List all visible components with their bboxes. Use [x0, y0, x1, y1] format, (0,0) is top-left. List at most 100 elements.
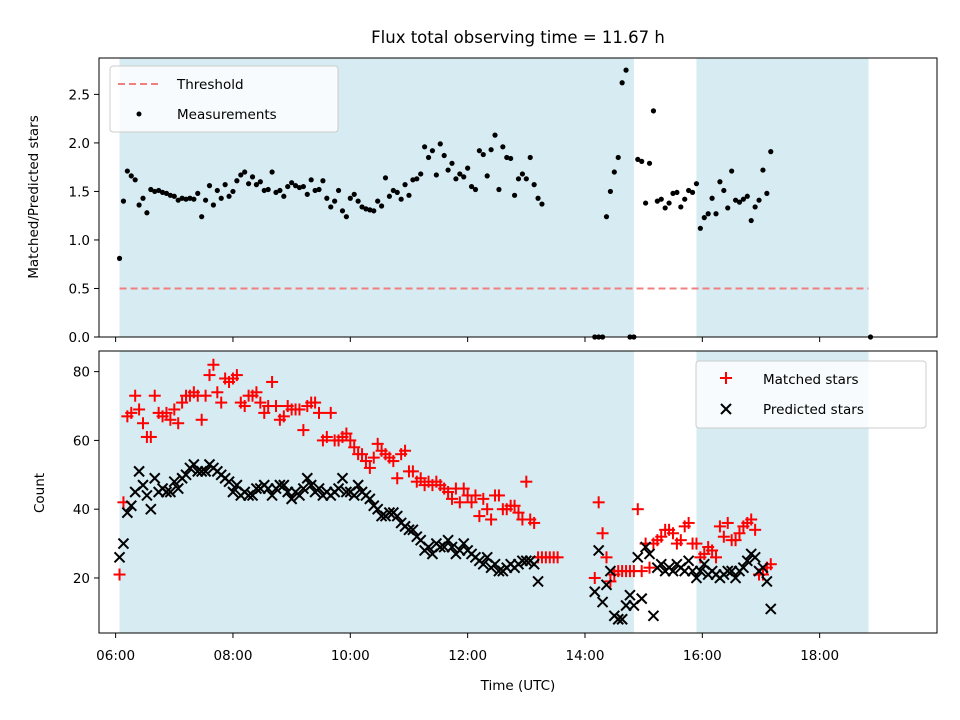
measurement-point — [535, 195, 541, 201]
measurement-point — [433, 172, 439, 178]
measurement-point — [654, 198, 660, 204]
matched-star-point — [230, 369, 243, 382]
matched-star-point — [713, 520, 726, 533]
measurement-point — [686, 187, 692, 194]
matched-star-point — [485, 513, 498, 526]
measurement-point — [623, 67, 629, 73]
measurement-point — [437, 141, 443, 147]
matched-star-point — [635, 565, 648, 578]
measurement-point — [195, 190, 201, 196]
matched-star-point — [113, 568, 126, 581]
matched-star-point — [387, 455, 400, 468]
matched-star-point — [172, 417, 185, 430]
measurement-point — [472, 186, 479, 193]
measurement-point — [643, 200, 649, 206]
predicted-star-point — [647, 610, 660, 622]
measurement-point — [238, 172, 244, 178]
measurement-point — [729, 168, 735, 174]
measurement-point — [386, 193, 393, 199]
matched-star-point — [406, 465, 419, 478]
matched-star-point — [356, 448, 369, 461]
measurement-point — [748, 217, 754, 224]
measurement-point — [378, 203, 385, 209]
matched-star-point — [254, 396, 267, 409]
legend-measurements-label: Measurements — [177, 107, 277, 123]
matched-star-point — [367, 451, 380, 464]
predicted-star-point — [168, 475, 180, 488]
measurement-point — [300, 183, 306, 190]
measurement-point — [285, 183, 291, 190]
matched-star-point — [473, 510, 486, 523]
shaded-interval — [119, 351, 634, 633]
bottom-legend: Matched stars Predicted stars — [695, 360, 927, 429]
measurement-point — [335, 187, 342, 194]
predicted-star-point — [596, 596, 609, 608]
measurement-point — [339, 208, 346, 214]
predicted-star-point — [446, 541, 458, 553]
measurement-point — [398, 196, 404, 202]
matched-star-point — [414, 472, 427, 485]
measurement-point — [156, 187, 162, 194]
matched-star-point — [133, 403, 146, 416]
matched-star-point — [710, 551, 723, 564]
predicted-star-point — [741, 555, 754, 567]
predicted-star-point — [172, 482, 184, 495]
matched-star-point — [477, 492, 490, 505]
matched-star-point — [453, 496, 466, 509]
measurement-point — [355, 198, 361, 204]
matched-star-point — [348, 441, 361, 454]
measurement-point — [116, 255, 123, 261]
top-plot-frame — [98, 57, 938, 338]
x-tick-label: 06:00 — [96, 648, 135, 664]
measurement-point — [312, 187, 318, 194]
measurement-point — [476, 148, 482, 154]
predicted-star-point — [391, 510, 403, 522]
measurement-point — [682, 196, 688, 202]
matched-star-point — [445, 492, 458, 505]
measurement-point — [639, 158, 645, 164]
measurement-point — [152, 188, 158, 195]
measurement-point — [273, 189, 279, 196]
measurement-point — [226, 193, 232, 199]
matched-star-point — [690, 537, 703, 550]
bottom-plot: 20 40 60 80 06:00 08:00 10:00 12:00 14:00 16:00 1… — [32, 350, 938, 694]
measurement-point — [128, 173, 134, 179]
matched-star-point — [359, 455, 372, 468]
measurement-point — [292, 183, 299, 189]
measurement-point — [531, 182, 537, 188]
matched-star-point — [733, 527, 746, 540]
predicted-star-point — [180, 469, 192, 481]
measurement-point — [717, 179, 723, 185]
matched-star-point — [721, 516, 734, 529]
y-tick-label: 1.5 — [69, 184, 90, 200]
predicted-star-point — [113, 551, 126, 564]
predicted-star-point — [340, 486, 353, 498]
predicted-star-point — [199, 465, 212, 478]
measurement-point — [523, 176, 529, 182]
matched-star-point — [309, 396, 322, 409]
measurement-point — [120, 198, 127, 204]
matched-star-point — [215, 396, 228, 409]
measurement-point — [527, 154, 533, 161]
measurement-point — [246, 181, 252, 187]
predicted-star-point — [227, 486, 239, 498]
measurement-point — [249, 174, 256, 180]
measurement-point — [492, 132, 498, 138]
measurement-point — [445, 167, 451, 173]
measurement-point — [615, 154, 621, 161]
measurement-point — [253, 182, 260, 188]
predicted-star-point — [729, 572, 742, 584]
bottom-y-axis-label: Count — [32, 473, 48, 513]
predicted-star-point — [592, 544, 605, 557]
matched-star-point — [250, 386, 263, 399]
matched-star-point — [391, 472, 404, 485]
matched-star-point — [551, 551, 564, 564]
measurement-point — [709, 195, 715, 201]
measurement-point — [308, 177, 314, 183]
measurement-point — [265, 186, 271, 193]
predicted-star-point — [624, 589, 636, 601]
measurement-point — [500, 144, 506, 150]
matched-star-point — [148, 389, 161, 402]
matched-star-point — [266, 375, 279, 388]
matched-star-point — [144, 430, 157, 443]
